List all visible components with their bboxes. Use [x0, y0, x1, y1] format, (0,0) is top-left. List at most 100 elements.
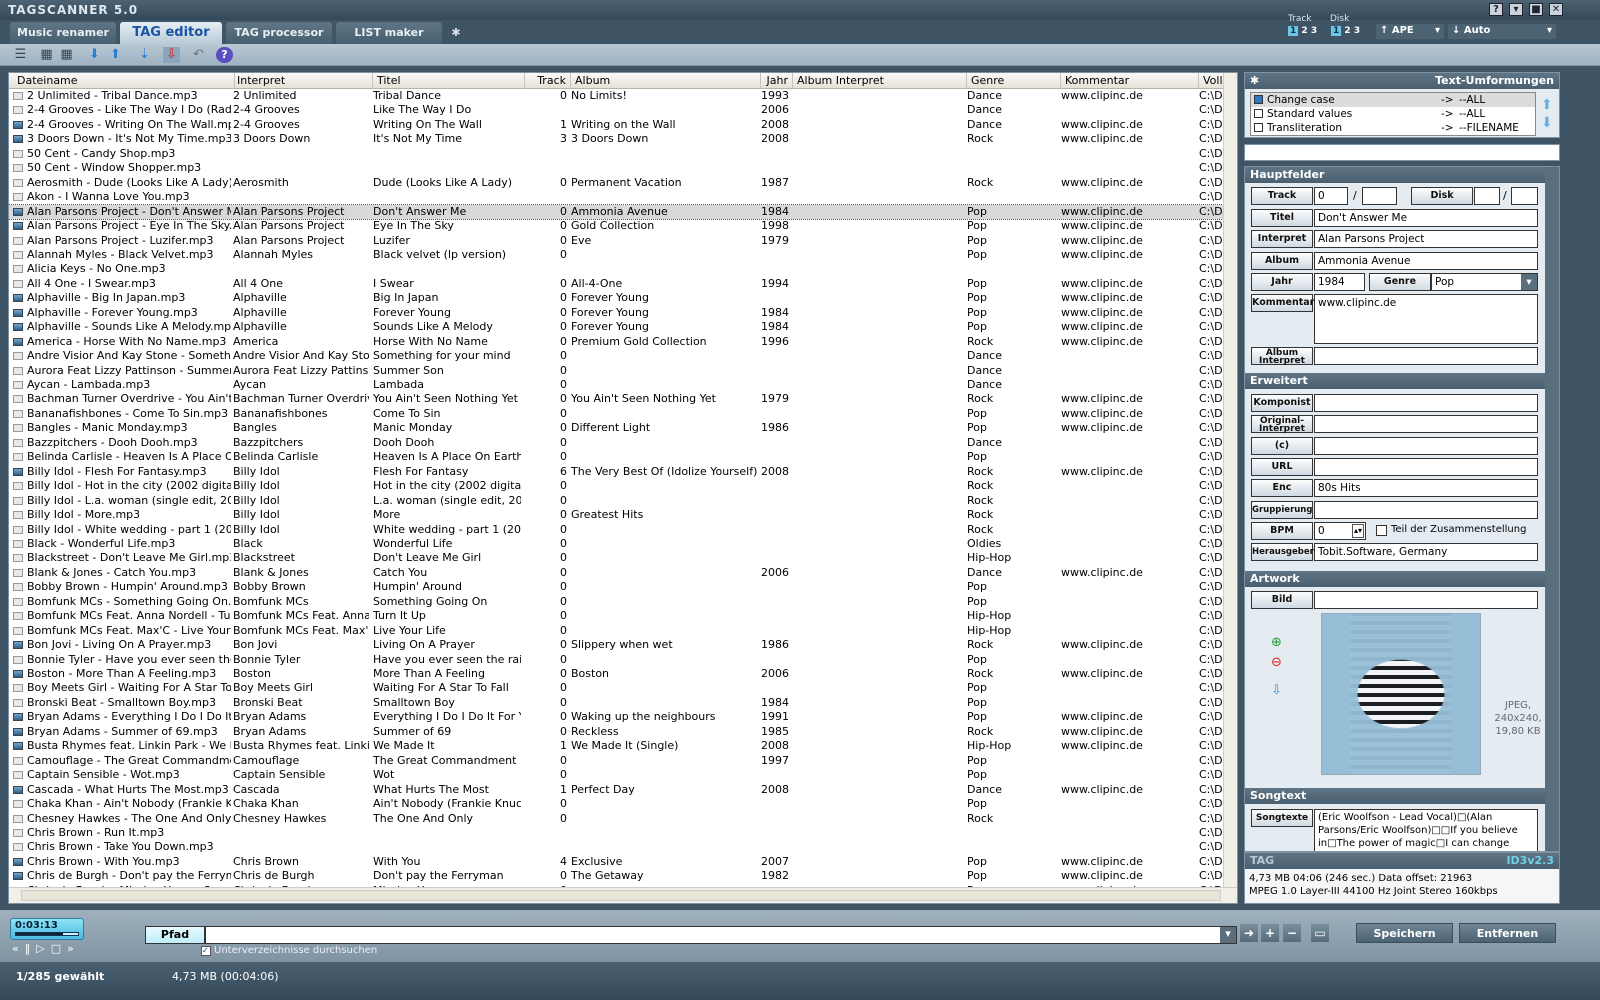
table-row[interactable]: Billy Idol - White wedding - part 1 (200… — [9, 523, 1229, 537]
gruppierung-field[interactable] — [1314, 501, 1538, 519]
genre-label[interactable]: Genre — [1369, 273, 1431, 291]
album-interpret-label[interactable]: Album Interpret — [1251, 347, 1313, 366]
remove-button[interactable]: Entfernen — [1459, 923, 1556, 943]
copyright-label[interactable]: (c) — [1251, 437, 1313, 455]
kommentar-field[interactable]: www.clipinc.de — [1314, 294, 1538, 344]
maximize-icon[interactable]: ■ — [1529, 3, 1543, 16]
table-row[interactable]: Chesney Hawkes - The One And Only.mp3Che… — [9, 812, 1229, 826]
jahr-label[interactable]: Jahr — [1251, 273, 1313, 291]
transform-checkbox[interactable] — [1254, 109, 1263, 118]
column-header-dateiname[interactable]: Dateiname — [13, 73, 235, 89]
bpm-label[interactable]: BPM — [1251, 522, 1313, 540]
bild-field[interactable] — [1314, 591, 1538, 609]
titel-label[interactable]: Titel — [1251, 209, 1313, 227]
album-label[interactable]: Album — [1251, 252, 1313, 270]
table-row[interactable]: 50 Cent - Window Shopper.mp3 C:\Do — [9, 161, 1229, 175]
table-row[interactable]: 2-4 Grooves - Like The Way I Do (Radio V… — [9, 103, 1229, 117]
table-row[interactable]: 3 Doors Down - It's Not My Time.mp3 3 Doo… — [9, 132, 1229, 146]
enc-field[interactable]: 80s Hits — [1314, 479, 1538, 497]
tab-list-maker[interactable]: LIST maker — [336, 22, 442, 44]
herausgeber-field[interactable]: Tobit.Software, Germany — [1314, 543, 1538, 561]
column-header-interpret[interactable]: Interpret — [233, 73, 373, 89]
column-header-album[interactable]: Album — [571, 73, 761, 89]
original-interpret-label[interactable]: Original- Interpret — [1251, 415, 1313, 434]
table-row[interactable]: Bomfunk MCs - Something Going On.mp3Bomf… — [9, 595, 1229, 609]
copyright-field[interactable] — [1314, 437, 1538, 455]
table-row[interactable]: Bomfunk MCs Feat. Anna Nordell - Turn It… — [9, 609, 1229, 623]
table-row[interactable]: Bryan Adams - Everything I Do I Do It Fo… — [9, 710, 1229, 724]
tab-tag-editor[interactable]: TAG editor — [120, 22, 222, 44]
save-button[interactable]: Speichern — [1356, 923, 1453, 943]
kommentar-label[interactable]: Kommentar — [1251, 294, 1314, 312]
komponist-field[interactable] — [1314, 394, 1538, 412]
interpret-label[interactable]: Interpret — [1251, 230, 1313, 248]
compilation-checkbox[interactable] — [1376, 525, 1387, 536]
go-arrow-icon[interactable]: ➜ — [1240, 924, 1258, 942]
column-header-volle[interactable]: Volle — [1199, 73, 1237, 89]
jahr-field[interactable]: 1984 — [1314, 273, 1365, 291]
table-row[interactable]: Bananafishbones - Come To Sin.mp3 Bananaf… — [9, 407, 1229, 421]
transform-input[interactable] — [1244, 144, 1560, 161]
path-dropdown-icon[interactable]: ▾ — [1220, 927, 1236, 943]
table-row[interactable]: Billy Idol - L.a. woman (single edit, 20… — [9, 494, 1229, 508]
sort-icon[interactable]: ⇣ — [139, 47, 150, 62]
move-down-icon[interactable]: ⬇ — [89, 47, 100, 62]
help-icon[interactable]: ? — [216, 47, 233, 63]
column-header-genre[interactable]: Genre — [967, 73, 1061, 89]
track-total-field[interactable] — [1362, 187, 1397, 205]
table-row[interactable]: Andre Visior And Kay Stone - Something f… — [9, 349, 1229, 363]
table-row[interactable]: Chris Brown - Take You Down.mp3 C:\Do — [9, 840, 1229, 854]
gear-icon[interactable]: ✱ — [1250, 74, 1260, 87]
remove-image-icon[interactable]: ⊖ — [1271, 655, 1282, 670]
settings-gear-icon[interactable]: ✱ — [451, 26, 461, 39]
arrow-down-icon[interactable]: ⬇ — [1541, 115, 1553, 131]
column-header-titel[interactable]: Titel — [373, 73, 525, 89]
table-row[interactable]: Alicia Keys - No One.mp3 C:\Do — [9, 262, 1229, 276]
forward-icon[interactable]: » — [67, 942, 80, 955]
add-icon[interactable]: + — [1261, 924, 1279, 942]
table-row[interactable]: Billy Idol - Hot in the city (2002 digit… — [9, 479, 1229, 493]
interpret-field[interactable]: Alan Parsons Project — [1314, 230, 1538, 248]
titel-field[interactable]: Don't Answer Me — [1314, 209, 1538, 227]
table-row[interactable]: Alphaville - Sounds Like A Melody.mp3 Alp… — [9, 320, 1229, 334]
arrow-up-icon[interactable]: ⬆ — [1541, 97, 1553, 113]
column-header-jahr[interactable]: Jahr — [761, 73, 793, 89]
save-image-icon[interactable]: ⇩ — [1271, 683, 1282, 698]
play-icon[interactable]: ▷ — [36, 942, 51, 955]
komponist-label[interactable]: Komponist — [1251, 394, 1313, 412]
table-row[interactable]: Alan Parsons Project - Don't Answer Me.m… — [9, 203, 1229, 221]
grid-large-icon[interactable]: ▦ — [60, 47, 73, 62]
table-row[interactable]: Black - Wonderful Life.mp3 Black Wonderful… — [9, 537, 1229, 551]
tab-music-renamer[interactable]: Music renamer — [10, 22, 116, 44]
table-row[interactable]: Blank & Jones - Catch You.mp3 Blank & Jon… — [9, 566, 1229, 580]
url-field[interactable] — [1314, 458, 1538, 476]
minimize-icon[interactable]: ▾ — [1509, 3, 1523, 16]
horizontal-scrollbar[interactable] — [9, 887, 1237, 903]
songtexte-label[interactable]: Songtexte — [1251, 809, 1313, 827]
stepper-arrows-icon[interactable]: ▴▾ — [1351, 524, 1364, 538]
column-header-track[interactable]: Track — [525, 73, 571, 89]
table-row[interactable]: Bobby Brown - Humpin' Around.mp3 Bobby Br… — [9, 580, 1229, 594]
genre-dropdown[interactable]: Pop ▾ — [1431, 273, 1538, 291]
table-row[interactable]: Boy Meets Girl - Waiting For A Star To F… — [9, 681, 1229, 695]
add-image-icon[interactable]: ⊕ — [1271, 635, 1282, 650]
url-label[interactable]: URL — [1251, 458, 1313, 476]
list-view-icon[interactable]: ☰ — [14, 47, 27, 62]
table-row[interactable]: Bangles - Manic Monday.mp3 Bangles Manic M… — [9, 421, 1229, 435]
rewind-icon[interactable]: « — [12, 942, 25, 955]
disk-field[interactable] — [1474, 187, 1500, 205]
player-progress[interactable] — [15, 932, 79, 936]
subdirs-checkbox[interactable]: ✓ — [201, 946, 211, 956]
track-label[interactable]: Track — [1251, 187, 1313, 205]
table-row[interactable]: Alan Parsons Project - Luzifer.mp3 Alan P… — [9, 234, 1229, 248]
track-number-selector[interactable]: 1 2 3 — [1288, 26, 1318, 36]
herausgeber-label[interactable]: Herausgeber — [1251, 543, 1314, 561]
table-row[interactable]: Bazzpitchers - Dooh Dooh.mp3 Bazzpitchers… — [9, 436, 1229, 450]
grid-small-icon[interactable]: ▦ — [40, 47, 53, 62]
table-row[interactable]: Bronski Beat - Smalltown Boy.mp3 Bronski … — [9, 696, 1229, 710]
table-row[interactable]: Aurora Feat Lizzy Pattinson - Summer Son… — [9, 364, 1229, 378]
table-row[interactable]: Belinda Carlisle - Heaven Is A Place On … — [9, 450, 1229, 464]
table-row[interactable]: Blackstreet - Don't Leave Me Girl.mp3 Bla… — [9, 551, 1229, 565]
album-interpret-field[interactable] — [1314, 347, 1538, 365]
folder-icon[interactable]: ▭ — [1311, 924, 1329, 942]
